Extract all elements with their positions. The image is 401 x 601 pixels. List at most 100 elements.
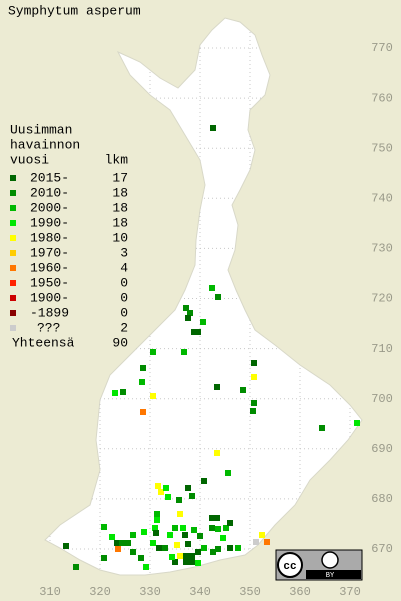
- legend-heading: Uusimman: [10, 122, 72, 137]
- x-label: 360: [289, 585, 311, 599]
- observation: [152, 525, 158, 531]
- observation: [214, 515, 220, 521]
- observation: [197, 533, 203, 539]
- legend-swatch: [10, 280, 16, 286]
- legend-label: 1900-: [30, 290, 69, 305]
- legend-count: 0: [120, 305, 128, 320]
- y-label: 680: [371, 492, 393, 506]
- y-label: 740: [371, 191, 393, 205]
- x-label: 340: [189, 585, 211, 599]
- observation: [125, 540, 131, 546]
- observation: [153, 530, 159, 536]
- observation: [209, 285, 215, 291]
- observation: [215, 526, 221, 532]
- observation: [174, 542, 180, 548]
- observation: [195, 560, 201, 566]
- observation: [162, 545, 168, 551]
- observation: [195, 549, 201, 555]
- observation: [195, 329, 201, 335]
- observation: [169, 554, 175, 560]
- legend-label: -1899: [30, 305, 69, 320]
- legend-count: 2: [120, 320, 128, 335]
- x-label: 320: [89, 585, 111, 599]
- legend-label: 2015-: [30, 170, 69, 185]
- observation: [177, 553, 183, 559]
- badge-bar: [306, 570, 361, 579]
- observation: [141, 529, 147, 535]
- y-label: 690: [371, 442, 393, 456]
- legend-count-heading: lkm: [105, 152, 129, 167]
- legend-count: 18: [112, 185, 128, 200]
- legend-heading: havainnon: [10, 137, 80, 152]
- legend-count: 0: [120, 275, 128, 290]
- observation: [191, 527, 197, 533]
- y-label: 670: [371, 542, 393, 556]
- observation: [253, 539, 259, 545]
- observation: [223, 525, 229, 531]
- legend-swatch: [10, 190, 16, 196]
- observation: [183, 553, 189, 559]
- observation: [187, 310, 193, 316]
- observation: [189, 559, 195, 565]
- observation: [140, 409, 146, 415]
- legend-count: 10: [112, 230, 128, 245]
- x-label: 350: [239, 585, 261, 599]
- observation: [235, 545, 241, 551]
- observation: [191, 329, 197, 335]
- observation: [189, 553, 195, 559]
- legend-label: 1950-: [30, 275, 69, 290]
- observation: [150, 349, 156, 355]
- y-label: 700: [371, 392, 393, 406]
- by-icon: [321, 551, 339, 569]
- observations: [63, 125, 360, 570]
- observation: [143, 564, 149, 570]
- observation: [183, 305, 189, 311]
- observation: [140, 365, 146, 371]
- title: Symphytum asperum: [8, 3, 141, 18]
- observation: [214, 450, 220, 456]
- total-label: Yhteensä: [12, 335, 75, 350]
- by-text: BY: [326, 572, 335, 580]
- observation: [101, 524, 107, 530]
- observation: [138, 555, 144, 561]
- observation: [200, 319, 206, 325]
- observation: [225, 470, 231, 476]
- observation: [150, 540, 156, 546]
- observation: [172, 559, 178, 565]
- observation: [177, 511, 183, 517]
- y-label: 730: [371, 242, 393, 256]
- legend-count: 0: [120, 290, 128, 305]
- observation: [227, 545, 233, 551]
- observation: [158, 489, 164, 495]
- legend-count: 4: [120, 260, 128, 275]
- x-label: 370: [339, 585, 361, 599]
- observation: [201, 545, 207, 551]
- observation: [354, 420, 360, 426]
- observation: [319, 425, 325, 431]
- legend-swatch: [10, 220, 16, 226]
- legend-label: 2010-: [30, 185, 69, 200]
- y-label: 720: [371, 292, 393, 306]
- observation: [120, 389, 126, 395]
- legend-swatch: [10, 175, 16, 181]
- observation: [155, 483, 161, 489]
- observation: [251, 360, 257, 366]
- observation: [183, 559, 189, 565]
- observation: [180, 525, 186, 531]
- observation: [181, 349, 187, 355]
- observation: [165, 494, 171, 500]
- legend-count: 17: [112, 170, 128, 185]
- y-label: 770: [371, 41, 393, 55]
- observation: [185, 541, 191, 547]
- legend-swatch: [10, 295, 16, 301]
- observation: [63, 543, 69, 549]
- observation: [154, 511, 160, 517]
- x-label: 310: [39, 585, 61, 599]
- legend-label: 1980-: [30, 230, 69, 245]
- observation: [251, 400, 257, 406]
- legend-swatch: [10, 235, 16, 241]
- observation: [259, 532, 265, 538]
- legend-label: 1960-: [30, 260, 69, 275]
- observation: [167, 532, 173, 538]
